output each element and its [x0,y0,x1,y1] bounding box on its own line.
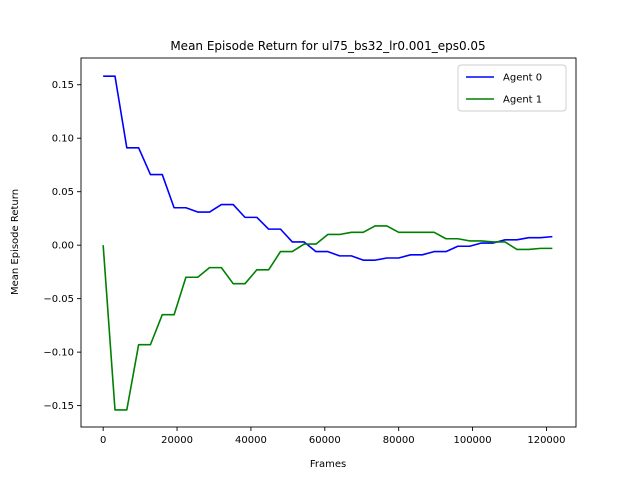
x-tick-label: 40000 [235,435,267,446]
y-tick-label: 0.15 [52,80,74,91]
plot-area: 0 20000 40000 60000 80000 100000 120000 −0.15 −0… [43,57,577,446]
y-tick-label: −0.10 [43,348,74,359]
x-axis-label: Frames [310,459,346,470]
y-tick-label: 0.10 [52,134,74,145]
plot-frame [80,57,577,428]
legend: Agent 0 Agent 1 [457,64,567,112]
x-tick-label: 80000 [383,435,415,446]
series-line-agent-0 [103,75,553,261]
x-tick-label: 120000 [527,435,565,446]
y-tick-label: −0.15 [43,401,74,412]
legend-entry: Agent 0 [503,73,542,84]
y-tick-label: 0.00 [52,241,74,252]
x-tick-label: 100000 [453,435,491,446]
x-tick-label: 60000 [309,435,341,446]
chart-title: Mean Episode Return for ul75_bs32_lr0.00… [170,39,485,53]
x-tick-label: 20000 [161,435,193,446]
y-tick-label: 0.05 [52,187,74,198]
legend-entry: Agent 1 [503,95,542,106]
y-axis-label: Mean Episode Return [10,189,21,295]
y-tick-label: −0.05 [43,294,74,305]
x-tick-label: 0 [100,435,106,446]
series-line-agent-1 [102,225,553,411]
